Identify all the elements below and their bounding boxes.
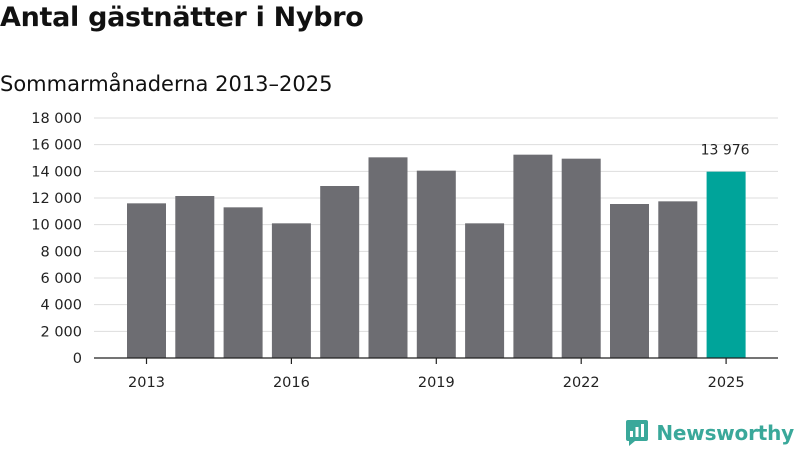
bar-value-label: 13 976 (701, 143, 750, 159)
bars (127, 154, 746, 358)
y-tick-label: 12 000 (31, 191, 82, 207)
y-tick-label: 18 000 (31, 111, 82, 127)
y-tick-label: 4 000 (40, 298, 82, 314)
y-tick-label: 10 000 (31, 218, 82, 234)
y-tick-label: 14 000 (31, 164, 82, 180)
bar (127, 203, 166, 358)
bar (320, 186, 360, 358)
bar (513, 154, 553, 358)
bar (465, 223, 505, 358)
x-tick-label: 2019 (418, 375, 455, 391)
y-tick-label: 8 000 (40, 244, 82, 260)
y-tick-label: 16 000 (31, 138, 82, 154)
y-tick-label: 6 000 (40, 271, 82, 287)
bar (271, 223, 311, 358)
newsworthy-logo-icon (626, 420, 649, 446)
bar (561, 158, 601, 358)
bar-highlighted (706, 171, 746, 358)
bar (416, 170, 456, 358)
brand-logo: Newsworthy (625, 418, 794, 448)
x-tick-label: 2022 (563, 375, 600, 391)
y-tick-label: 0 (73, 351, 82, 367)
chart-subtitle: Sommarmånaderna 2013–2025 (0, 72, 333, 96)
y-axis-tick-labels: 0 2 000 4 000 6 000 8 000 10 000 12 000 14 000 1… (31, 111, 82, 367)
x-tick-label: 2025 (708, 375, 745, 391)
chart-title: Antal gästnätter i Nybro (0, 2, 364, 33)
bar-annotations: 13 976 (701, 143, 750, 159)
x-tick-label: 2016 (273, 375, 310, 391)
bar (223, 207, 263, 358)
y-tick-label: 2 000 (40, 324, 82, 340)
x-axis-tick-labels: 2013 2016 2019 2022 2025 (128, 375, 745, 391)
bar (368, 157, 408, 358)
bar (175, 196, 215, 358)
bar (658, 201, 698, 358)
bar (610, 204, 649, 358)
brand-name: Newsworthy (656, 421, 794, 445)
x-tick-label: 2013 (128, 375, 165, 391)
x-axis (94, 357, 778, 364)
